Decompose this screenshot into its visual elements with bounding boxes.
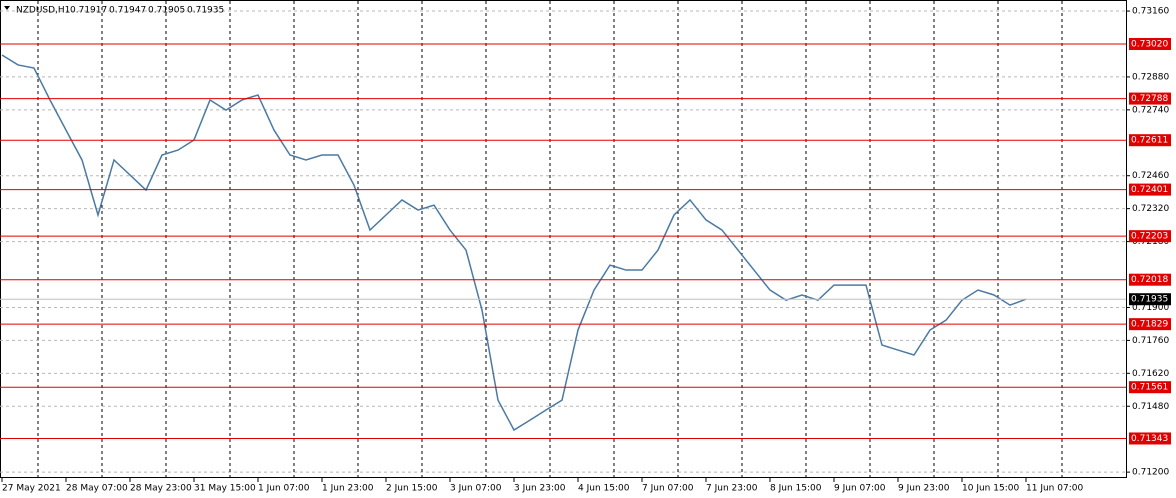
menu-arrow[interactable]: [4, 6, 10, 10]
y-tick-label: 0.71760: [1132, 336, 1169, 346]
level-label-bg: [1129, 230, 1171, 243]
price-line: [1, 54, 1027, 432]
x-tick-label: 28 May 07:00: [66, 484, 128, 494]
level-label-bg: [1129, 381, 1171, 394]
level-label: 0.73020: [1131, 39, 1168, 49]
level-label-bg: [1129, 183, 1171, 196]
level-label: 0.71561: [1131, 383, 1168, 393]
x-tick-label: 8 Jun 15:00: [770, 484, 822, 494]
x-tick-label: 3 Jun 07:00: [450, 484, 502, 494]
x-tick-label: 1 Jun 07:00: [258, 484, 310, 494]
x-tick-label: 11 Jun 07:00: [1026, 484, 1083, 494]
chart-title: NZDUSD,H1: [16, 6, 70, 16]
level-label-bg: [1129, 134, 1171, 147]
level-label-bg: [1129, 37, 1171, 50]
level-label: 0.72018: [1131, 275, 1168, 285]
y-tick-label: 0.71480: [1132, 402, 1169, 412]
level-label: 0.72788: [1131, 94, 1168, 104]
current-price-bg: [1129, 293, 1171, 306]
x-tick-label: 1 Jun 23:00: [322, 484, 374, 494]
y-tick-label: 0.72740: [1132, 105, 1169, 115]
plot-area: [0, 0, 1127, 478]
x-tick-label: 2 Jun 15:00: [386, 484, 438, 494]
level-label: 0.71343: [1131, 434, 1168, 444]
level-label: 0.72611: [1131, 136, 1168, 146]
x-tick-label: 10 Jun 15:00: [962, 484, 1019, 494]
y-tick-label: 0.72320: [1132, 204, 1169, 214]
x-tick-label: 9 Jun 23:00: [898, 484, 950, 494]
level-label-bg: [1129, 273, 1171, 286]
x-tick-label: 4 Jun 15:00: [578, 484, 630, 494]
y-tick-label: 0.72880: [1132, 72, 1169, 82]
y-tick-label: 0.71200: [1132, 468, 1169, 478]
header-value: 0.71917: [70, 6, 107, 16]
level-label-bg: [1129, 92, 1171, 105]
header-value: 0.71947: [109, 6, 146, 16]
level-label: 0.72401: [1131, 185, 1168, 195]
y-tick-label: 0.73160: [1132, 7, 1169, 17]
x-tick-label: 27 May 2021: [2, 484, 61, 494]
header-value: 0.71905: [148, 6, 185, 16]
x-tick-label: 7 Jun 23:00: [706, 484, 758, 494]
y-tick-label: 0.71620: [1132, 369, 1169, 379]
level-label: 0.72203: [1131, 232, 1168, 242]
x-tick-label: 3 Jun 23:00: [514, 484, 566, 494]
level-label: 0.71829: [1131, 320, 1168, 330]
current-price-label: 0.71935: [1131, 295, 1168, 305]
y-tick-label: 0.72460: [1132, 171, 1169, 181]
x-tick-label: 28 May 23:00: [130, 484, 192, 494]
x-tick-label: 9 Jun 07:00: [834, 484, 886, 494]
level-label-bg: [1129, 432, 1171, 445]
header-value: 0.71935: [187, 6, 224, 16]
x-tick-label: 31 May 15:00: [194, 484, 256, 494]
x-tick-label: 7 Jun 07:00: [642, 484, 694, 494]
y-tick-label: 0.71900: [1132, 303, 1169, 313]
level-label-bg: [1129, 318, 1171, 331]
